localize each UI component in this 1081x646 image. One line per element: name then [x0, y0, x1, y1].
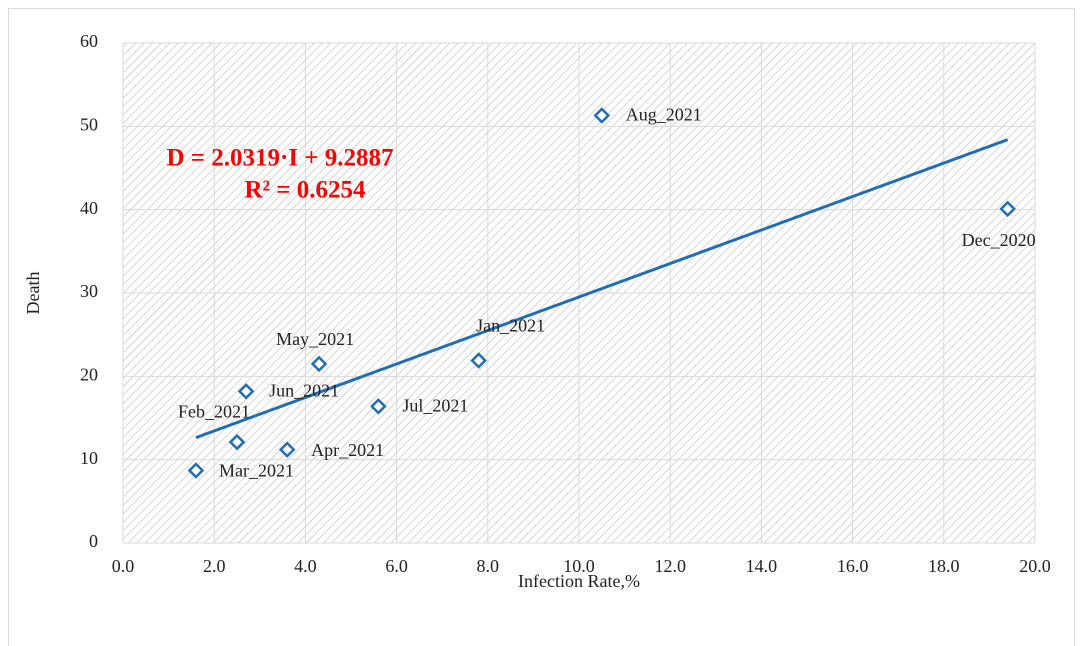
y-tick-label: 40 — [80, 198, 98, 218]
point — [187, 462, 205, 479]
point — [370, 398, 387, 415]
y-tick-label: 10 — [80, 448, 98, 468]
point-label: Jun_2021 — [269, 380, 339, 400]
point-label: Jul_2021 — [402, 395, 468, 415]
point-label: May_2021 — [276, 329, 354, 349]
point — [237, 383, 255, 400]
x-tick-label: 16.0 — [837, 556, 869, 576]
x-tick-label: 12.0 — [654, 556, 686, 576]
point-label: Mar_2021 — [219, 461, 294, 481]
chart-border — [8, 8, 1075, 646]
x-axis-title: Infection Rate,% — [518, 571, 640, 591]
point — [470, 352, 487, 369]
x-tick-label: 8.0 — [477, 556, 500, 576]
y-tick-label: 30 — [80, 281, 98, 301]
point-label: Jan_2021 — [476, 316, 545, 336]
point — [593, 107, 611, 124]
point — [228, 433, 246, 451]
x-tick-label: 10.0 — [563, 556, 595, 576]
r-squared: R² = 0.6254 — [244, 177, 366, 204]
point — [278, 441, 296, 458]
point-label: Aug_2021 — [626, 105, 702, 125]
y-axis-title: Death — [23, 272, 43, 315]
y-tick-label: 60 — [80, 31, 98, 51]
x-tick-label: 14.0 — [746, 556, 778, 576]
x-tick-label: 2.0 — [203, 556, 226, 576]
x-tick-label: 18.0 — [928, 556, 960, 576]
y-tick-label: 20 — [80, 364, 98, 384]
y-tick-label: 50 — [80, 114, 98, 134]
x-tick-label: 0.0 — [112, 556, 135, 576]
trendline — [195, 138, 1009, 440]
x-tick-label: 6.0 — [385, 556, 408, 576]
point-label: Apr_2021 — [311, 440, 384, 460]
x-tick-label: 4.0 — [294, 556, 317, 576]
equation: D = 2.0319·I + 9.2887 — [166, 145, 393, 172]
point — [310, 355, 328, 373]
point-label: Dec_2020 — [962, 230, 1036, 250]
point — [999, 200, 1016, 218]
point-label: Feb_2021 — [178, 401, 250, 421]
x-tick-label: 20.0 — [1019, 556, 1051, 576]
y-tick-label: 0 — [89, 531, 98, 551]
